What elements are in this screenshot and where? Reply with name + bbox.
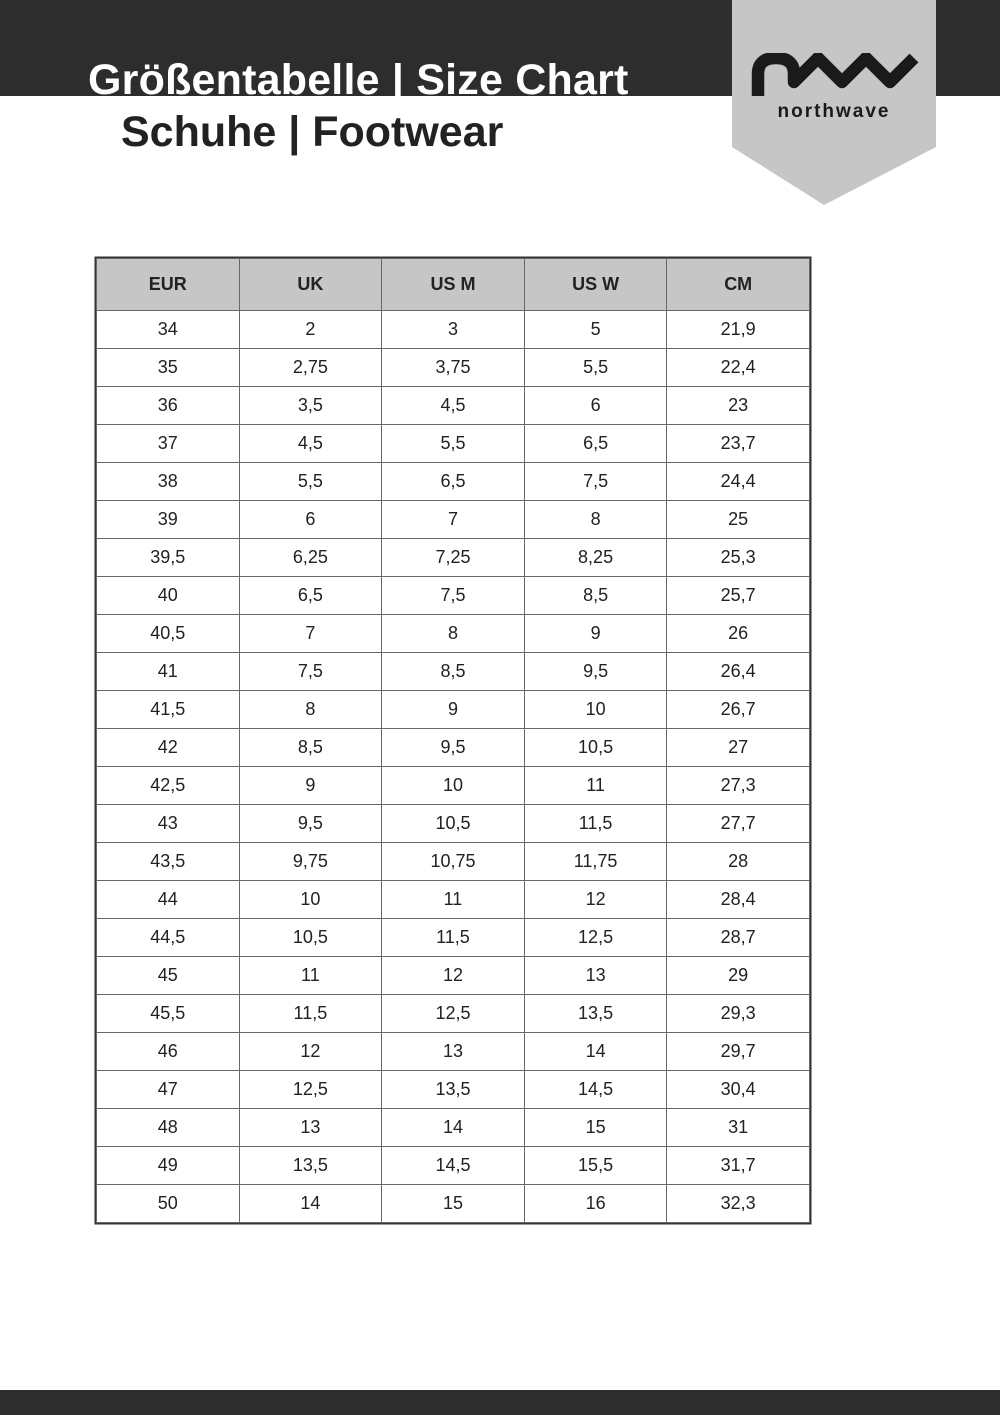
svg-text:northwave: northwave (777, 101, 890, 122)
